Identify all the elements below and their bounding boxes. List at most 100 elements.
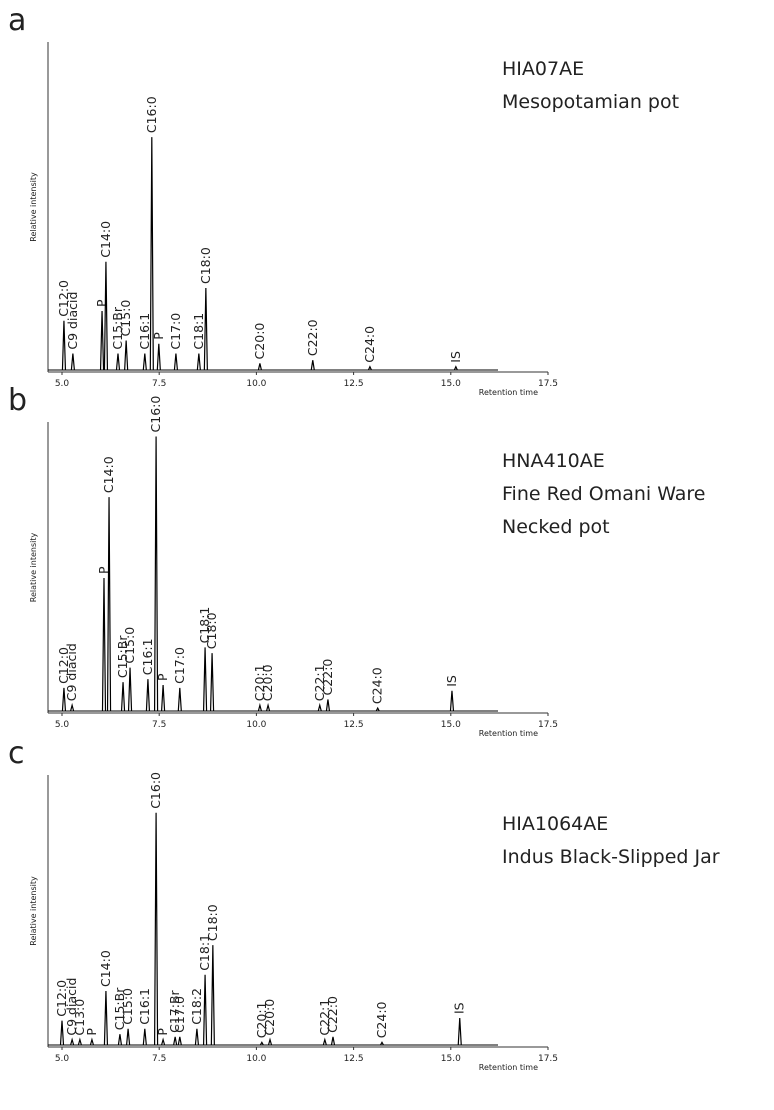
- sample-annotation: HIA1064AE: [502, 813, 608, 835]
- y-axis-label: Relative intensity: [29, 876, 38, 946]
- peak-label: C15:0: [122, 627, 137, 664]
- peak: [177, 1036, 182, 1046]
- x-tick-label: 5.0: [55, 1054, 70, 1064]
- peak: [153, 812, 159, 1046]
- peak-label: C14:0: [98, 950, 113, 987]
- peak: [77, 1037, 82, 1046]
- peak: [149, 137, 154, 371]
- x-tick-label: 15.0: [441, 720, 461, 730]
- peak: [106, 497, 112, 712]
- peak-label: C12:0: [56, 280, 71, 317]
- peak: [267, 1037, 273, 1046]
- peak: [317, 702, 322, 712]
- peak: [70, 353, 75, 371]
- peak-label: C12:0: [56, 647, 71, 684]
- peak: [70, 1037, 75, 1046]
- peak: [59, 1020, 65, 1046]
- peak-label: C20:0: [260, 664, 275, 701]
- x-tick-label: 7.5: [152, 379, 166, 389]
- x-tick-label: 5.0: [55, 720, 70, 730]
- peak-label: C22:1: [317, 999, 332, 1036]
- x-tick-label: 10.0: [246, 720, 266, 730]
- peak: [161, 1037, 166, 1046]
- peak-label: C18:0: [205, 904, 220, 941]
- peak-label: P: [96, 566, 111, 574]
- peak: [125, 1028, 131, 1046]
- x-tick-label: 12.5: [344, 720, 364, 730]
- peak-label: C22:0: [320, 659, 335, 696]
- peak-label: IS: [444, 675, 459, 687]
- peak-label: C16:1: [137, 313, 152, 350]
- sample-annotation: Mesopotamian pot: [502, 91, 679, 113]
- peak-label: C18:0: [198, 247, 213, 284]
- x-tick-label: 7.5: [152, 720, 166, 730]
- peak-label: C9 diacid: [64, 978, 79, 1036]
- x-tick-label: 12.5: [344, 1054, 364, 1064]
- peak: [210, 945, 215, 1046]
- peak: [61, 687, 67, 712]
- peak: [173, 1036, 178, 1046]
- peak-label: C15:Br: [115, 635, 130, 678]
- x-tick-label: 17.5: [538, 379, 558, 389]
- peak-label: P: [151, 332, 166, 340]
- peak-label: C16:0: [148, 396, 163, 433]
- peak: [310, 360, 315, 371]
- peak: [375, 706, 380, 712]
- peak: [124, 340, 129, 371]
- peak-label: C22:0: [325, 996, 340, 1033]
- peak-label: IS: [452, 1002, 467, 1014]
- peak: [265, 702, 271, 712]
- peak: [209, 653, 215, 712]
- peak-label: C14:0: [98, 221, 113, 258]
- peak: [257, 363, 262, 371]
- panel-letter: b: [8, 383, 27, 418]
- x-axis-label: Retention time: [479, 1063, 538, 1072]
- x-tick-label: 15.0: [441, 379, 461, 389]
- peak-label: C17:0: [168, 313, 183, 350]
- peak: [120, 682, 126, 712]
- x-axis-label: Retention time: [479, 388, 538, 397]
- peak: [202, 647, 208, 712]
- peak: [117, 1034, 123, 1046]
- peak: [70, 702, 75, 712]
- peak-label: C17:Br: [167, 989, 182, 1032]
- x-tick-label: 5.0: [55, 379, 70, 389]
- peak: [257, 702, 262, 712]
- peak-label: C18:0: [204, 612, 219, 649]
- peak-label: IS: [448, 351, 463, 363]
- peak-label: C16:0: [144, 96, 159, 133]
- x-tick-label: 15.0: [441, 1054, 461, 1064]
- peak-label: C16:1: [137, 988, 152, 1025]
- peak: [203, 287, 208, 371]
- x-tick-label: 17.5: [538, 1054, 558, 1064]
- peak-label: C18:1: [197, 607, 212, 644]
- peak: [103, 261, 109, 371]
- peak: [449, 690, 455, 712]
- peak-label: C15:Br: [110, 306, 125, 349]
- peak: [330, 1036, 336, 1046]
- y-axis-label: Relative intensity: [29, 532, 38, 602]
- peak: [173, 353, 179, 371]
- peak-label: C15:Br: [112, 987, 127, 1030]
- peak: [367, 365, 372, 371]
- sample-annotation: Fine Red Omani Ware: [502, 483, 706, 505]
- peak: [89, 1037, 95, 1046]
- peak: [453, 365, 458, 371]
- peak: [259, 1041, 264, 1046]
- panel-letter: c: [8, 736, 25, 771]
- peak: [160, 684, 166, 712]
- x-axis-label: Retention time: [479, 729, 538, 738]
- peak-label: C18:1: [191, 313, 206, 350]
- peak: [196, 353, 201, 371]
- peak: [202, 974, 208, 1046]
- peak-label: C20:1: [252, 664, 267, 701]
- peak: [177, 687, 182, 712]
- peak-label: C12:0: [54, 980, 69, 1017]
- peak: [115, 353, 121, 371]
- sample-annotation: HIA07AE: [502, 58, 584, 80]
- peak: [194, 1028, 200, 1046]
- peak: [61, 320, 67, 371]
- sample-annotation: Indus Black-Slipped Jar: [502, 846, 720, 868]
- peak-label: C16:0: [148, 772, 163, 809]
- peak: [322, 1037, 327, 1046]
